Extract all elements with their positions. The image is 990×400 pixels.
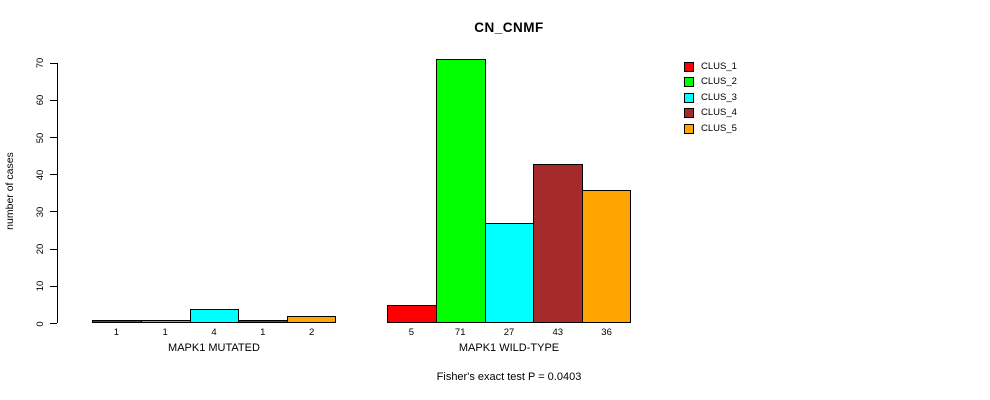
bar-clus_2-mapk1-wild-type [435, 59, 486, 324]
y-axis-tick-label: 40 [34, 169, 46, 180]
bar-clus_5-mapk1-wild-type [582, 189, 631, 324]
legend-label-clus_1: CLUS_1 [701, 61, 737, 72]
y-axis-tick [49, 137, 57, 138]
bar-clus_5-mapk1-mutated [287, 316, 336, 324]
bar-clus_3-mapk1-mutated [189, 308, 240, 324]
bar-clus_1-mapk1-mutated [92, 319, 142, 324]
y-axis-tick-label: 50 [34, 132, 46, 143]
y-axis-tick-label: 60 [34, 95, 46, 106]
y-axis-tick-label: 20 [34, 243, 46, 255]
y-axis-tick [49, 99, 57, 101]
category-label-0: MAPK1 MUTATED [168, 341, 260, 354]
y-axis-tick [49, 174, 57, 176]
bar-value-label: 4 [211, 326, 217, 338]
y-axis-tick-label: 30 [34, 206, 46, 218]
legend-label-clus_5: CLUS_5 [701, 122, 737, 134]
bar-clus_3-mapk1-wild-type [484, 223, 535, 324]
y-axis-title: number of cases [4, 152, 16, 230]
chart-title: CN_CNMF [474, 20, 544, 35]
bar-value-label: 1 [113, 326, 120, 338]
y-axis-tick-label: 10 [34, 281, 46, 292]
bar-value-label: 1 [260, 326, 266, 338]
bar-value-label: 5 [408, 326, 415, 338]
bar-value-label: 2 [308, 326, 315, 338]
bar-clus_1-mapk1-wild-type [387, 304, 437, 324]
y-axis-tick [49, 248, 57, 250]
y-axis-line [56, 63, 58, 324]
legend-swatch-clus_2 [684, 77, 694, 88]
bar-value-label: 1 [162, 326, 168, 338]
legend-swatch-clus_5 [684, 123, 694, 134]
bar-clus_4-mapk1-wild-type [533, 163, 584, 324]
bar-clus_4-mapk1-mutated [238, 319, 289, 324]
y-axis-tick [49, 62, 57, 64]
legend-label-clus_2: CLUS_2 [701, 76, 737, 88]
bar-value-label: 27 [503, 326, 515, 338]
bar-value-label: 36 [601, 326, 612, 338]
legend-swatch-clus_1 [684, 62, 694, 72]
y-axis-tick-label: 0 [34, 320, 46, 327]
y-axis-tick-label: 70 [34, 57, 46, 69]
y-axis-tick [49, 285, 57, 287]
fisher-test-annotation: Fisher's exact test P = 0.0403 [436, 371, 582, 383]
bar-value-label: 43 [552, 326, 564, 338]
category-label-1: MAPK1 WILD-TYPE [458, 341, 560, 354]
legend-swatch-clus_3 [684, 92, 694, 103]
y-axis-tick [49, 211, 57, 213]
legend-label-clus_4: CLUS_4 [701, 107, 737, 119]
legend-swatch-clus_4 [684, 108, 694, 119]
bar-clus_2-mapk1-mutated [140, 319, 191, 324]
y-axis-tick [49, 323, 57, 324]
bar-value-label: 71 [454, 326, 466, 338]
legend-label-clus_3: CLUS_3 [701, 91, 737, 103]
